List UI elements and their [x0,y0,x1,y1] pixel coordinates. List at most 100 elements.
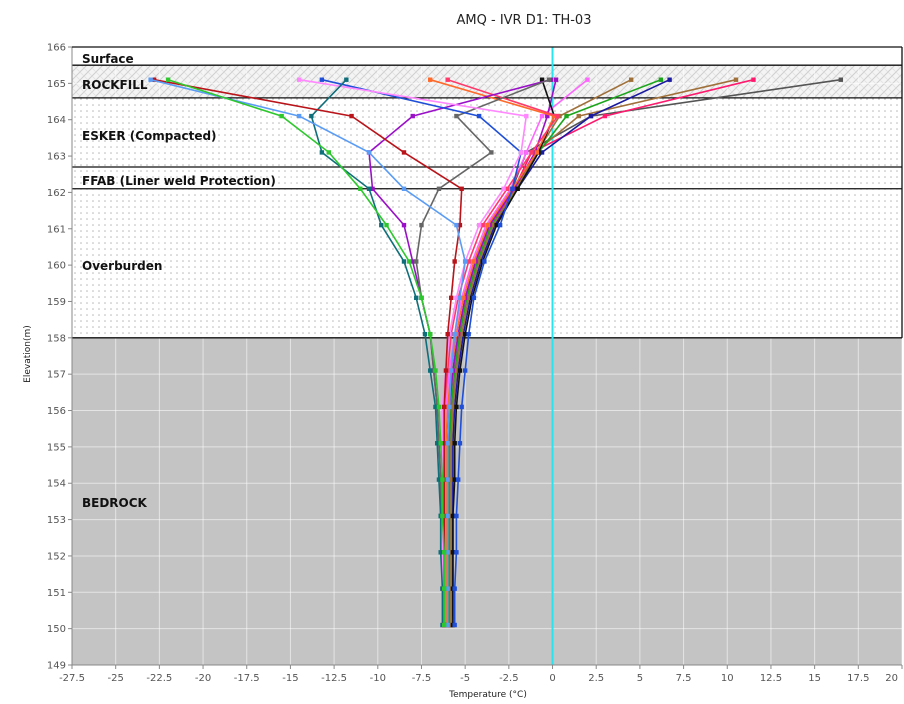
x-tick-label: -15 [282,673,298,684]
data-point [445,586,450,591]
data-point [448,295,454,301]
data-point [667,77,672,82]
data-point [524,150,529,155]
data-point [436,477,442,482]
data-point [441,441,447,446]
data-point [401,150,407,155]
data-point [576,113,581,119]
y-tick-label: 163 [47,152,66,163]
layer-band-3 [72,166,902,189]
data-point [151,77,157,82]
data-point [366,150,372,155]
data-point [319,150,325,155]
x-axis-label: Temperature (°C) [448,690,527,700]
y-tick-label: 157 [47,370,66,381]
data-point [553,77,559,82]
data-point [436,404,442,410]
data-point [459,186,464,191]
data-point [401,186,407,191]
data-point [443,368,449,373]
data-point [585,77,590,82]
data-point [838,77,844,82]
y-tick-label: 160 [47,261,66,272]
data-point [518,150,524,155]
y-tick-label: 151 [47,588,66,599]
x-tick-label: 5 [637,673,643,684]
data-point [452,477,457,482]
data-point [462,259,468,264]
data-point [454,113,459,119]
data-point [466,259,471,264]
data-point [436,186,442,191]
data-point [428,77,433,82]
data-point [454,222,459,228]
x-tick-label: 15 [808,673,821,684]
data-point [401,259,407,264]
x-tick-label: -12.5 [321,673,347,684]
data-point [471,259,477,264]
data-point [751,77,756,82]
data-point [447,404,452,410]
layer-label: Surface [82,52,134,66]
data-point [319,77,325,82]
data-point [457,295,463,301]
chart-title: AMQ - IVR D1: TH-03 [457,13,592,28]
series-line-8 [452,79,556,625]
data-point [448,368,454,373]
x-tick-label: 10 [721,673,734,684]
layer-label: FFAB (Liner weld Protection) [82,174,276,188]
y-tick-label: 155 [47,442,66,453]
data-point [445,513,450,519]
data-point [433,368,438,373]
data-point [414,259,419,264]
data-point [296,113,302,119]
data-point [504,186,510,191]
data-point [452,331,457,337]
data-point [534,150,539,155]
data-point [422,331,428,337]
y-tick-label: 161 [47,224,66,235]
data-point [448,477,454,482]
data-point [524,113,529,119]
y-tick-label: 150 [47,624,66,635]
series-line-12 [415,78,550,626]
data-point [497,222,503,228]
data-point [450,404,456,410]
x-tick-label: -10 [370,673,386,684]
data-point [459,331,464,337]
data-point [489,150,494,155]
data-point [552,113,557,119]
data-point [441,586,447,591]
data-point [448,441,454,446]
layer-label: Overburden [82,259,162,273]
data-point [438,550,443,555]
y-tick-label: 158 [47,333,66,344]
data-point [454,404,459,410]
data-point [466,331,471,337]
data-point [471,295,477,301]
data-point [476,259,482,264]
x-tick-label: 7.5 [676,673,692,684]
data-point [414,295,419,301]
y-tick-label: 162 [47,188,66,199]
y-tick-label: 154 [47,479,66,490]
layer-band-5 [72,337,902,665]
data-point [545,113,550,119]
data-point [419,295,424,301]
data-point [435,441,440,446]
x-tick-label: 0 [549,673,555,684]
data-point [148,77,153,82]
data-point [501,186,506,191]
series-line-9 [429,78,556,625]
x-tick-label: -27.5 [59,673,85,684]
data-point [428,331,433,337]
x-tick-label: 12.5 [760,673,782,684]
data-point [457,441,463,446]
data-point [440,477,445,482]
series-line-5 [450,78,632,625]
data-point [454,295,459,301]
y-tick-label: 165 [47,79,66,90]
data-point [445,441,450,446]
data-point [450,513,456,519]
data-point [462,331,468,337]
